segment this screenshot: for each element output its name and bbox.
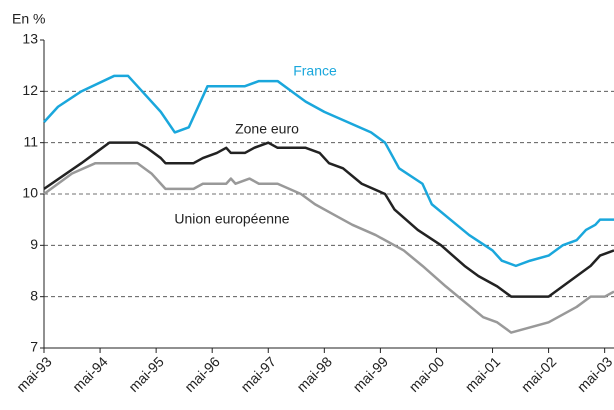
y-tick-label: 11 [23, 133, 38, 149]
x-tick-label: mai-95 [125, 353, 167, 395]
x-tick-label: mai-02 [518, 353, 560, 395]
series-label: Zone euro [235, 121, 299, 137]
y-axis-label: En % [12, 11, 45, 27]
series-line [43, 74, 614, 268]
x-tick-label: mai-94 [69, 353, 111, 395]
x-tick-label: mai-96 [181, 353, 223, 395]
y-tick-label: 10 [22, 185, 38, 201]
y-tick-label: 12 [22, 82, 38, 98]
y-tick-label: 9 [30, 236, 38, 252]
x-tick-label: mai-93 [13, 353, 55, 395]
x-tick-label: mai-98 [293, 353, 335, 395]
series-line [43, 141, 614, 298]
x-tick-label: mai-00 [406, 353, 448, 395]
x-tick-label: mai-01 [462, 353, 504, 395]
series-label: France [293, 63, 337, 79]
x-tick-label: mai-97 [237, 353, 279, 395]
y-tick-label: 13 [22, 31, 38, 47]
series-label: Union européenne [174, 211, 289, 227]
y-tick-label: 7 [30, 339, 38, 355]
y-tick-label: 8 [30, 287, 38, 303]
x-tick-label: mai-99 [350, 353, 392, 395]
series-line [43, 161, 614, 334]
x-tick-label: mai-03 [574, 353, 614, 395]
